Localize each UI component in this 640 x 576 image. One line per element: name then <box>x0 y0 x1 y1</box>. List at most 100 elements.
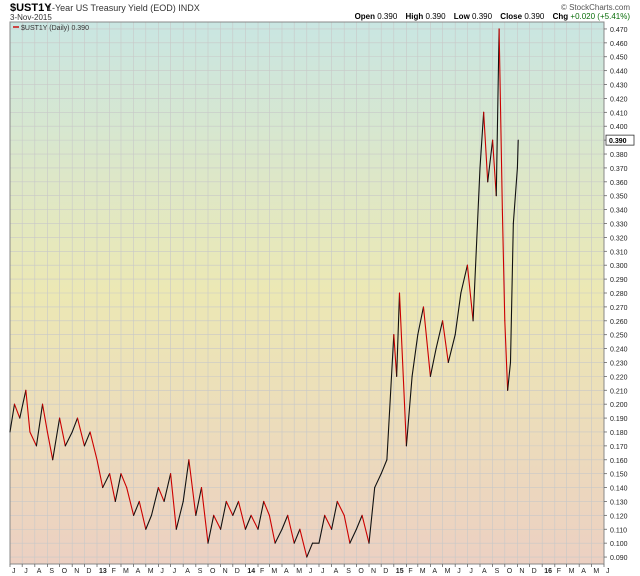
y-tick-label: 0.340 <box>610 208 628 215</box>
y-tick-label: 0.280 <box>610 291 628 298</box>
x-tick-label: A <box>136 568 141 575</box>
series-segment <box>368 487 376 544</box>
open-value: 0.390 <box>377 12 398 21</box>
x-tick-label: O <box>62 568 68 575</box>
y-tick-label: 0.110 <box>610 527 627 534</box>
series-segment <box>244 514 252 530</box>
series-segment <box>487 139 494 183</box>
y-tick-label: 0.360 <box>610 180 628 187</box>
series-segment <box>429 348 437 377</box>
y-tick-label: 0.150 <box>610 472 628 479</box>
x-tick-label: J <box>457 568 461 575</box>
series-segment <box>512 167 518 225</box>
y-tick-label: 0.230 <box>610 360 628 367</box>
x-tick-label: J <box>606 568 610 575</box>
y-tick-label: 0.300 <box>610 263 628 270</box>
series-segment <box>454 292 462 336</box>
series-segment <box>102 473 111 489</box>
series-segment <box>492 139 497 197</box>
series-segment <box>133 500 140 516</box>
open-label: Open <box>354 12 376 21</box>
y-tick-label: 0.270 <box>610 305 628 312</box>
y-tick-label: 0.320 <box>610 235 628 242</box>
x-tick-label: S <box>49 568 54 575</box>
series-line <box>9 28 519 558</box>
series-segment <box>89 431 98 461</box>
series-segment <box>442 320 449 364</box>
series-segment <box>268 514 276 544</box>
y-tick-label: 0.350 <box>610 194 628 201</box>
x-tick-label: D <box>86 568 91 575</box>
series-segment <box>250 514 259 530</box>
x-tick-label: S <box>198 568 203 575</box>
y-tick-label: 0.220 <box>610 374 628 381</box>
series-segment <box>507 361 512 391</box>
x-tick-label: J <box>469 568 473 575</box>
x-tick-label: A <box>284 568 289 575</box>
series-segment <box>35 403 44 447</box>
x-tick-label: N <box>371 568 376 575</box>
series-segment <box>64 431 73 447</box>
y-tick-label: 0.380 <box>610 152 628 159</box>
x-tick-label: M <box>593 568 599 575</box>
x-tick-label: M <box>148 568 154 575</box>
series-segment <box>318 514 326 544</box>
series-segment <box>336 500 345 516</box>
x-axis: J J A S O N D 13 F M A M J J A S O N D 14 F M A M J J A S O N D 15 F M A M J… <box>9 564 610 575</box>
y-tick-label: 0.210 <box>610 388 628 395</box>
series-segment <box>498 28 503 211</box>
x-tick-label: M <box>271 568 277 575</box>
x-tick-label: F <box>557 568 561 575</box>
y-tick-label: 0.430 <box>610 83 628 90</box>
y-tick-label: 0.420 <box>610 96 628 103</box>
y-tick-label: 0.120 <box>610 513 628 520</box>
y-tick-label: 0.240 <box>610 347 628 354</box>
x-tick-label: 13 <box>99 568 107 575</box>
x-tick-label: A <box>432 568 437 575</box>
y-tick-label: 0.130 <box>610 499 628 506</box>
last-value-marker: 0.390 <box>605 134 635 146</box>
series-segment <box>422 306 431 377</box>
series-segment <box>96 459 104 489</box>
x-tick-label: D <box>532 568 537 575</box>
series-segment <box>52 417 61 461</box>
series-segment <box>195 487 203 516</box>
chg-label: Chg <box>552 12 569 21</box>
x-tick-label: N <box>74 568 79 575</box>
series-segment <box>163 473 172 503</box>
series-segment <box>504 320 509 391</box>
y-tick-label: 0.400 <box>610 124 628 131</box>
y-tick-label: 0.190 <box>610 416 628 423</box>
series-segment <box>281 514 289 530</box>
x-tick-label: F <box>408 568 412 575</box>
last-value-box <box>605 134 635 146</box>
series-segment <box>435 320 444 350</box>
last-value-label: 0.390 <box>609 138 627 145</box>
series-segment <box>170 473 177 530</box>
series-segment <box>479 111 485 169</box>
credit-label: © StockCharts.com <box>560 3 630 12</box>
x-tick-label: A <box>37 568 42 575</box>
series-segment <box>225 500 234 516</box>
series-segment <box>71 417 79 433</box>
close-value: 0.390 <box>524 12 545 21</box>
series-segment <box>516 139 519 169</box>
y-tick-label: 0.440 <box>610 69 628 76</box>
chart-title: $UST1Y (Daily) 0.390 <box>21 25 89 32</box>
series-segment <box>237 500 246 530</box>
y-tick-label: 0.410 <box>610 110 628 117</box>
ohlc-summary: Open 0.390 High 0.390 Low 0.390 Close 0.… <box>355 12 630 21</box>
series-segment <box>126 487 135 516</box>
x-tick-label: F <box>260 568 264 575</box>
series-segment <box>306 542 314 558</box>
series-segment <box>361 514 370 544</box>
x-tick-label: J <box>173 568 177 575</box>
series-segment <box>145 514 153 530</box>
series-segment <box>460 264 468 294</box>
x-tick-label: A <box>334 568 339 575</box>
symbol-description: 1-Year US Treasury Yield (EOD) INDX <box>47 3 200 13</box>
series-segment <box>182 459 190 503</box>
low-value: 0.390 <box>472 12 493 21</box>
x-tick-label: 15 <box>396 568 404 575</box>
